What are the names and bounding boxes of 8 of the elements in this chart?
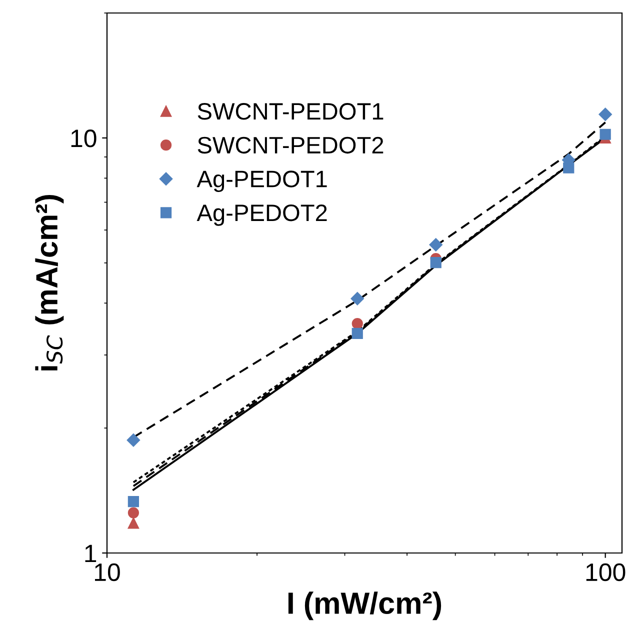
legend-label: Ag-PEDOT1 — [196, 170, 327, 192]
y-tick-label: 1 — [85, 544, 96, 562]
legend-label: Ag-PEDOT2 — [196, 204, 327, 226]
legend-label: SWCNT-PEDOT1 — [198, 103, 384, 120]
x-tick-label: 100 — [586, 563, 626, 582]
y-axis-title: i$_{SC}$ (mA/cm²) — [35, 195, 64, 370]
x-axis-title: I (mW/cm²) — [288, 592, 442, 620]
legend-label: SWCNT-PEDOT2 — [198, 136, 384, 154]
